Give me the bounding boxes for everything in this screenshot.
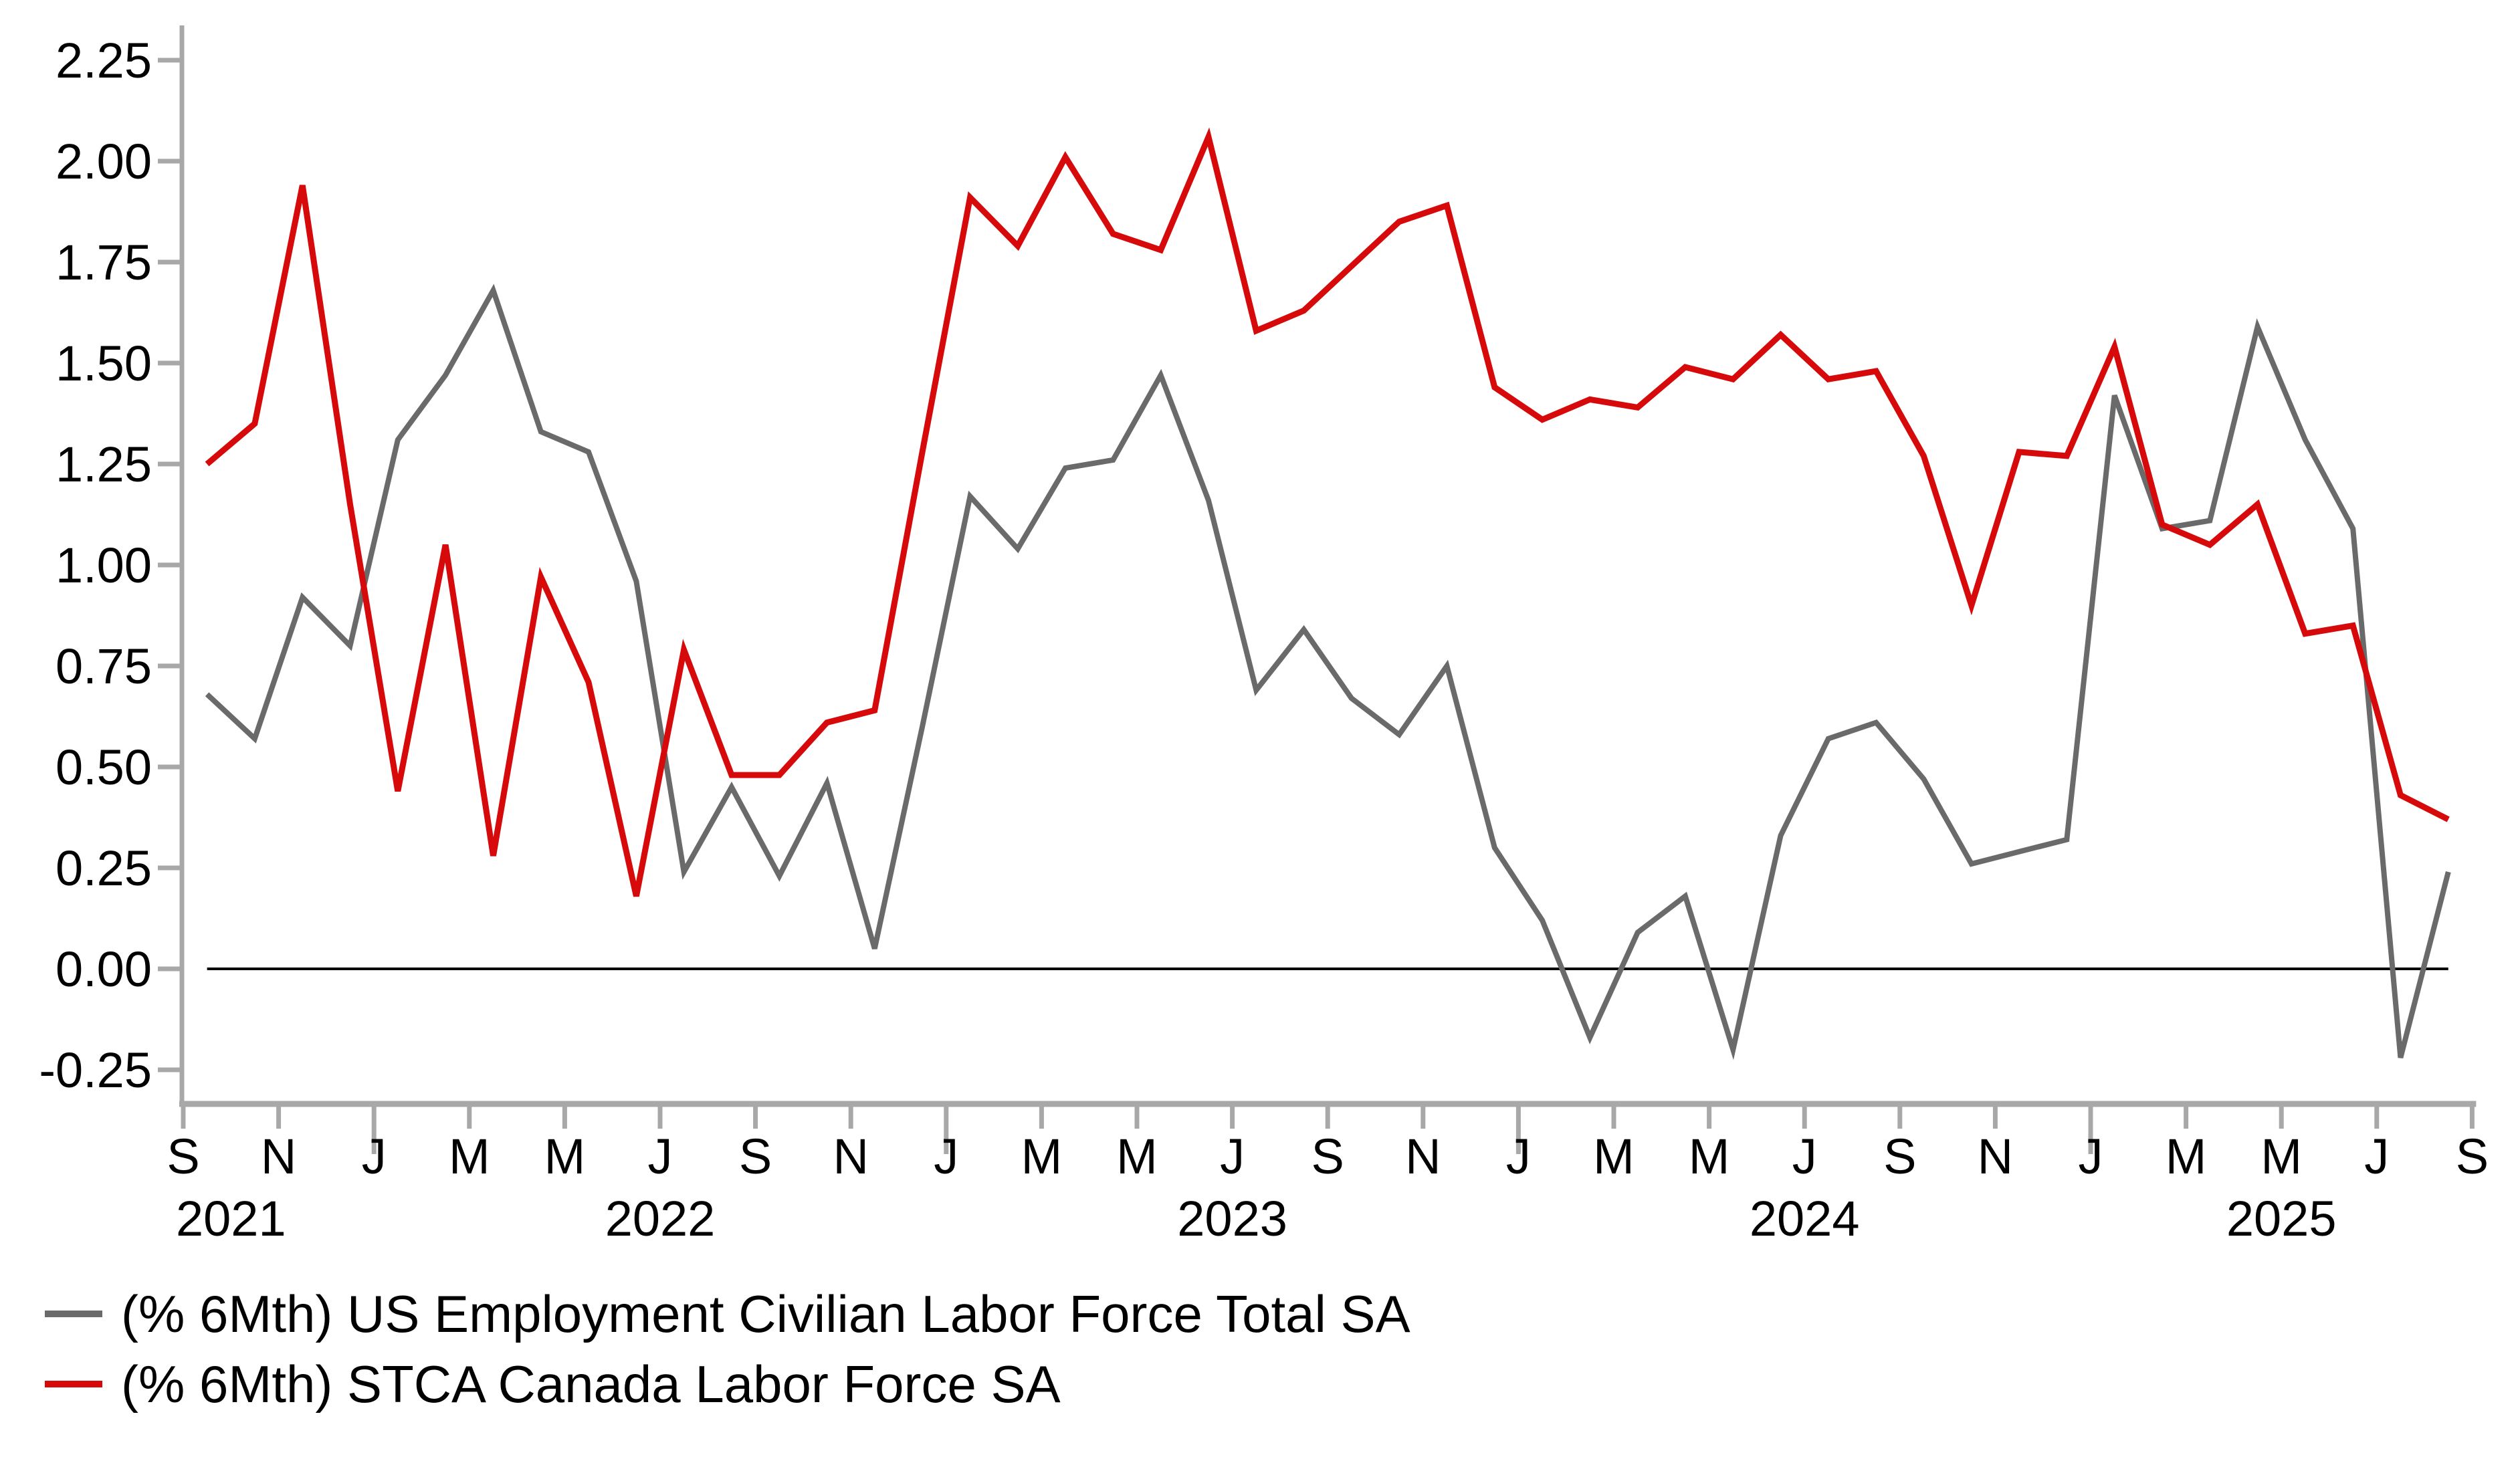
y-tick-label: 2.00 (56, 134, 152, 189)
x-tick-label: M (1116, 1129, 1158, 1184)
year-label: 2022 (605, 1191, 716, 1246)
legend-item-us: (% 6Mth) US Employment Civilian Labor Fo… (45, 1284, 1410, 1343)
chart-legend: (% 6Mth) US Employment Civilian Labor Fo… (45, 1284, 1410, 1428)
y-tick-label: 2.25 (56, 33, 152, 88)
x-tick-label: M (1021, 1129, 1063, 1184)
y-tick-label: 1.50 (56, 336, 152, 391)
y-tick-label: 0.25 (56, 840, 152, 896)
y-tick-label: 1.75 (56, 235, 152, 290)
x-tick-label: S (1311, 1129, 1344, 1184)
x-tick-label: N (833, 1129, 868, 1184)
x-tick-label: J (2364, 1129, 2389, 1184)
x-tick-label: M (544, 1129, 586, 1184)
x-tick-label: J (362, 1129, 387, 1184)
x-tick-label: N (261, 1129, 296, 1184)
year-label: 2021 (176, 1191, 286, 1246)
year-label: 2025 (2226, 1191, 2337, 1246)
x-tick-label: S (2456, 1129, 2489, 1184)
x-tick-label: M (449, 1129, 490, 1184)
legend-item-canada: (% 6Mth) STCA Canada Labor Force SA (45, 1355, 1410, 1413)
us-series-line (205, 284, 2451, 1060)
us-line-swatch (45, 1311, 102, 1317)
x-tick-label: M (1689, 1129, 1730, 1184)
x-tick-label: J (2079, 1129, 2103, 1184)
x-tick-label: S (739, 1129, 772, 1184)
legend-label-us: (% 6Mth) US Employment Civilian Labor Fo… (121, 1284, 1410, 1343)
x-tick-label: S (1883, 1129, 1916, 1184)
y-tick-label: -0.25 (39, 1042, 152, 1098)
y-tick-label: 1.25 (56, 437, 152, 492)
year-label: 2023 (1177, 1191, 1287, 1246)
legend-label-canada: (% 6Mth) STCA Canada Labor Force SA (121, 1354, 1061, 1413)
canada-line-swatch (45, 1381, 102, 1387)
y-tick-label: 0.50 (56, 740, 152, 795)
x-tick-label: N (1978, 1129, 2013, 1184)
canada-series-line (205, 127, 2450, 897)
x-tick-label: J (1792, 1129, 1817, 1184)
y-tick-label: 1.00 (56, 538, 152, 593)
year-label: 2024 (1750, 1191, 1860, 1246)
x-tick-label: J (1220, 1129, 1245, 1184)
x-tick-label: M (1593, 1129, 1635, 1184)
x-tick-label: M (2166, 1129, 2207, 1184)
x-tick-label: J (648, 1129, 673, 1184)
x-tick-label: N (1405, 1129, 1441, 1184)
x-tick-label: J (1506, 1129, 1531, 1184)
y-tick-label: 0.75 (56, 639, 152, 694)
x-tick-label: M (2261, 1129, 2302, 1184)
y-tick-label: 0.00 (56, 941, 152, 997)
x-tick-label: J (934, 1129, 958, 1184)
x-tick-label: S (167, 1129, 199, 1184)
